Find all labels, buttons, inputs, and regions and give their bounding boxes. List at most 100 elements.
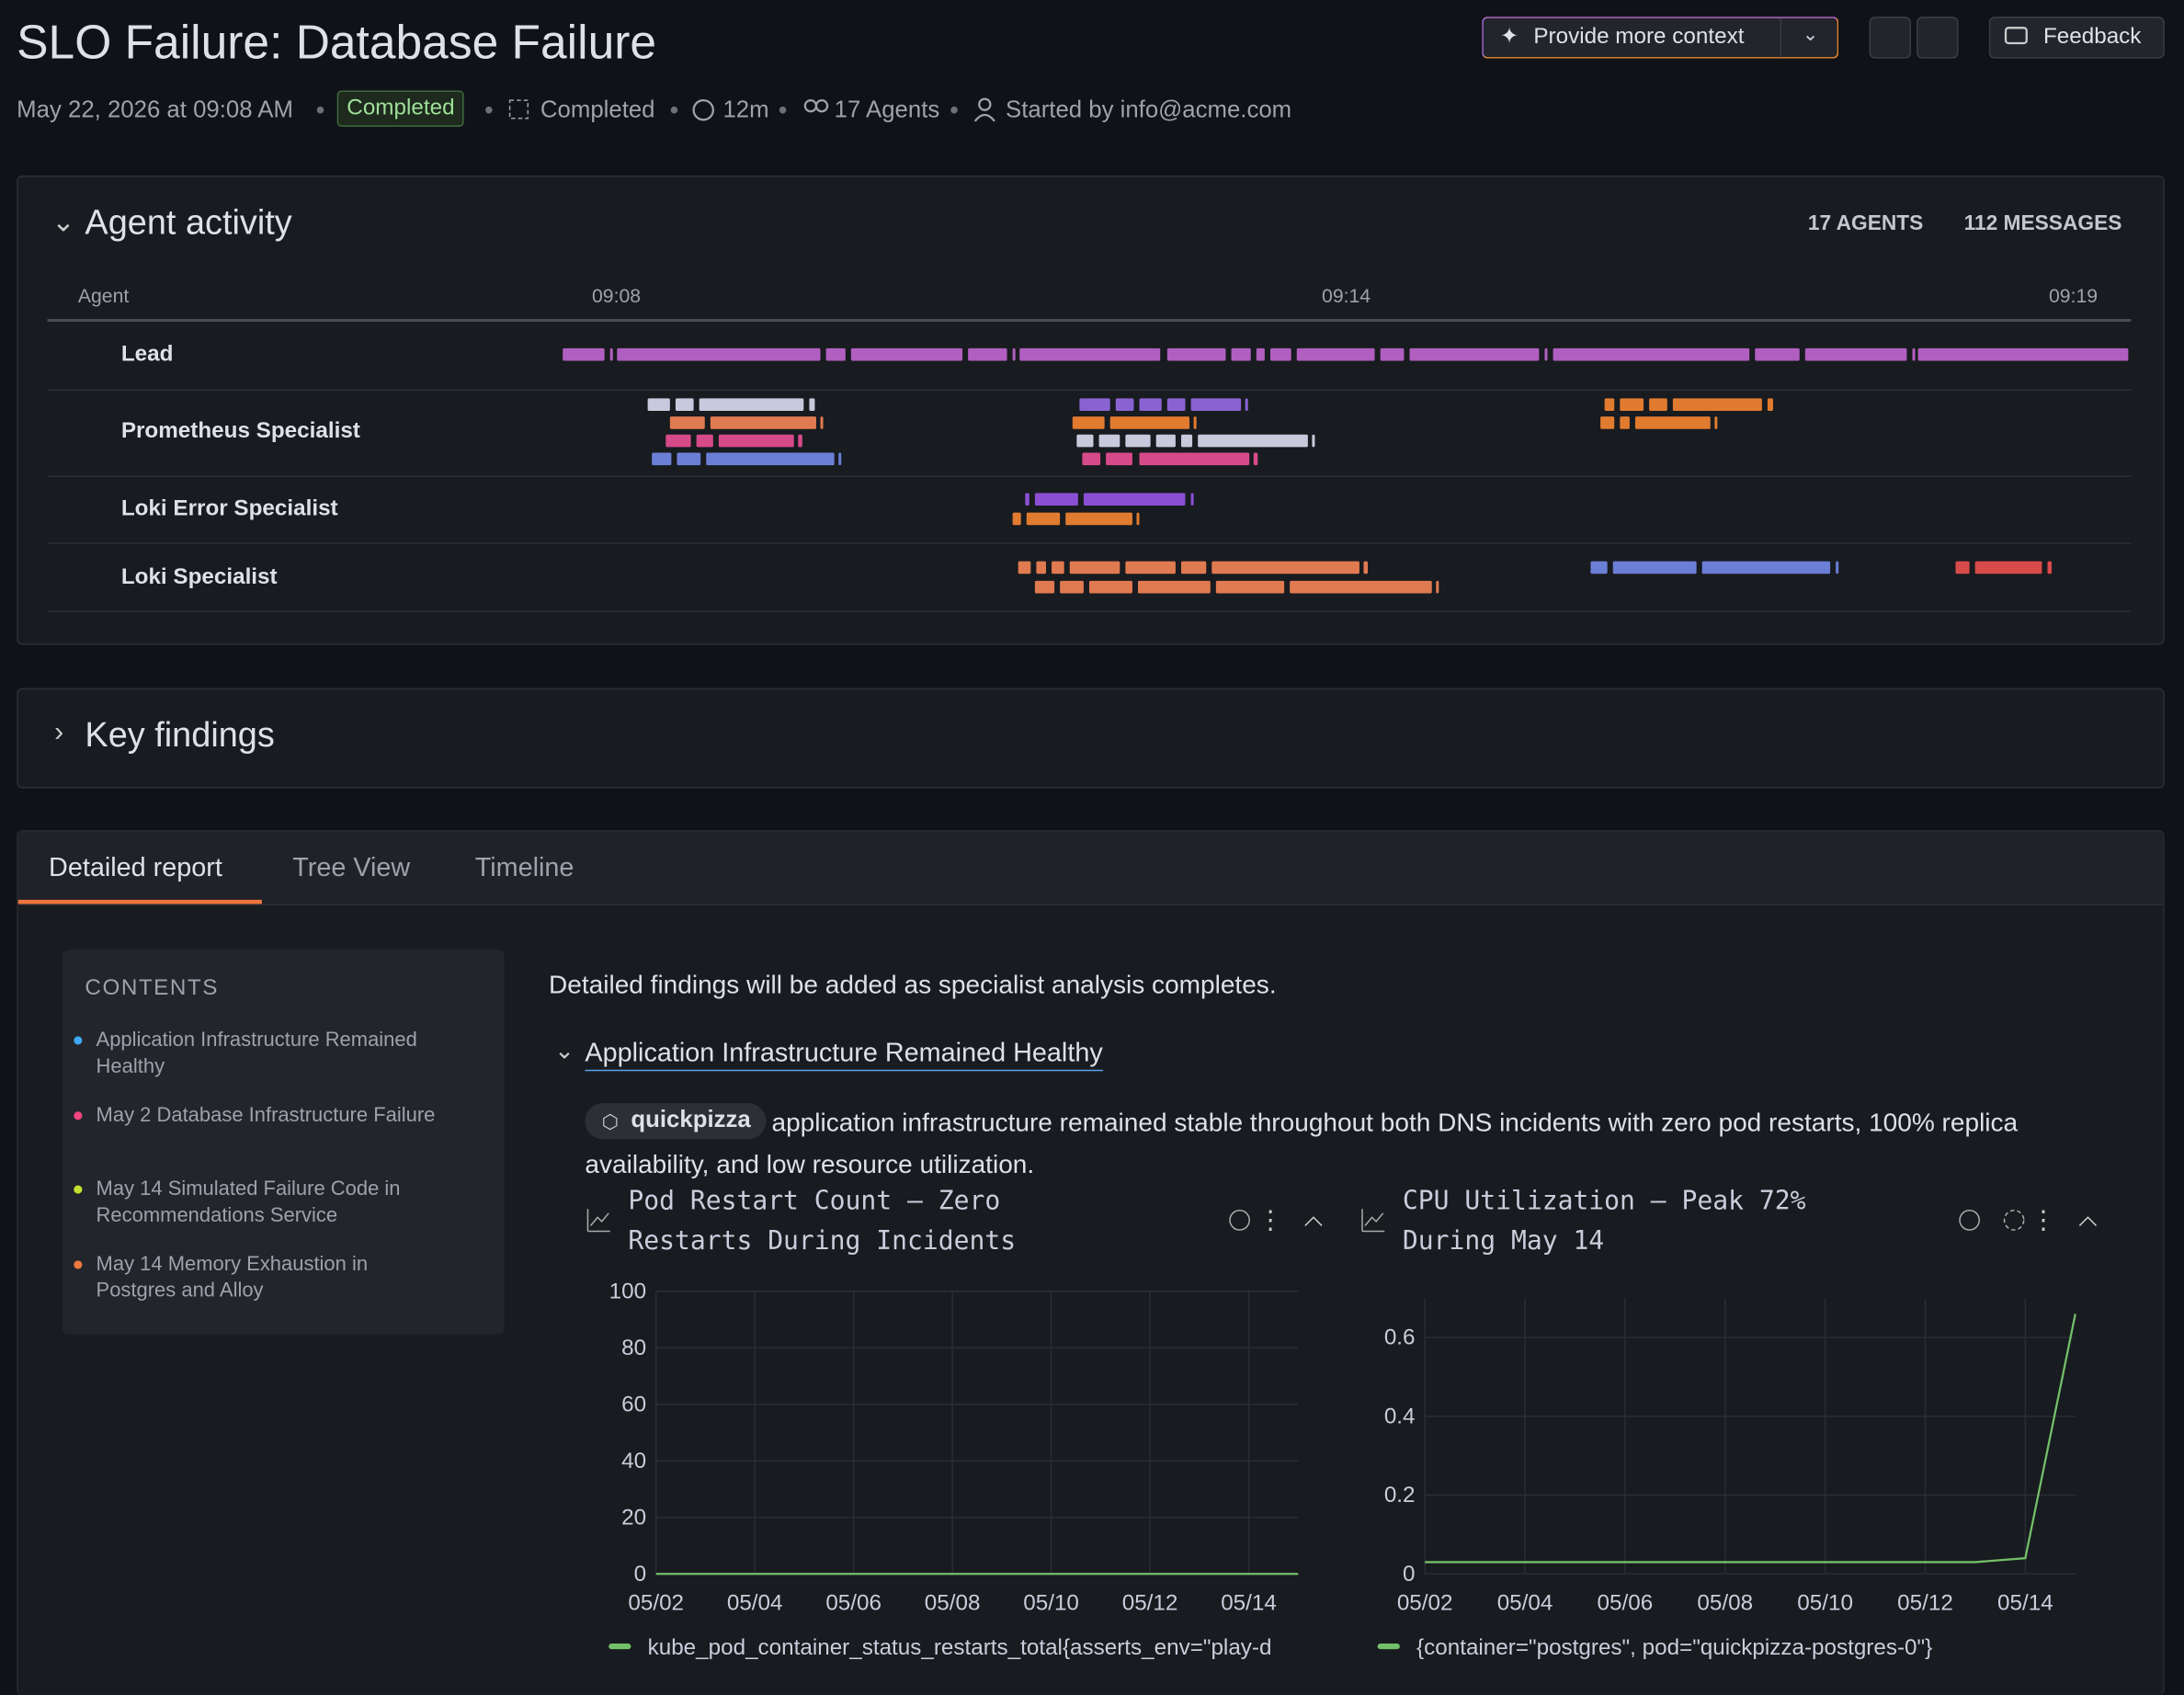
- activity-segment: [1590, 561, 1608, 574]
- activity-segment: [563, 347, 605, 361]
- x-tick-label: 05/12: [1897, 1591, 1953, 1616]
- y-tick-label: 100: [609, 1279, 646, 1303]
- x-tick-label: 05/12: [1122, 1591, 1178, 1616]
- panel-title[interactable]: Agent activity: [85, 203, 292, 243]
- duration: 12m: [722, 96, 769, 123]
- panel-title[interactable]: Key findings: [85, 715, 275, 756]
- activity-segment: [1600, 416, 1615, 429]
- activity-segment: [1079, 398, 1110, 412]
- activity-segment: [1190, 398, 1242, 412]
- collapse-icon[interactable]: [2078, 1216, 2098, 1226]
- activity-segment: [1180, 561, 1207, 574]
- collapse-icon[interactable]: [1304, 1216, 1323, 1226]
- menu-icon[interactable]: ⋮: [2030, 1205, 2055, 1234]
- activity-segment: [1180, 434, 1193, 448]
- activity-segment: [1139, 398, 1162, 412]
- activity-segment: [1019, 347, 1161, 361]
- activity-segment: [1231, 347, 1251, 361]
- activity-segment: [1634, 416, 1711, 429]
- chart-title: Pod Restart Count – Zero Restarts During …: [628, 1185, 1016, 1256]
- button-label: Provide more context: [1533, 25, 1745, 50]
- activity-segment: [1312, 434, 1315, 448]
- tab[interactable]: Timeline: [474, 853, 574, 883]
- activity-segment: [1363, 561, 1369, 574]
- x-tick-label: 05/04: [1497, 1591, 1553, 1616]
- collapse-icon[interactable]: ⌄: [51, 207, 75, 239]
- tag-icon: ⬡: [601, 1109, 620, 1132]
- x-tick-label: 05/10: [1797, 1591, 1853, 1616]
- segment-row: [1025, 493, 1194, 506]
- toc-item[interactable]: May 14 Memory Exhaustion in Postgres and…: [96, 1253, 369, 1303]
- activity-segment: [1714, 416, 1718, 429]
- y-tick-label: 0.4: [1384, 1404, 1416, 1428]
- activity-segment: [1245, 398, 1248, 412]
- page-title: SLO Failure: Database Failure: [17, 17, 657, 70]
- segment-row: [1076, 434, 1315, 448]
- tab-bar: [17, 831, 2164, 905]
- y-tick-label: 20: [621, 1505, 646, 1530]
- activity-segment: [1198, 434, 1308, 448]
- activity-segment: [1072, 416, 1105, 429]
- activity-segment: [665, 434, 691, 448]
- activity-segment: [675, 398, 694, 412]
- activity-segment: [1155, 434, 1176, 448]
- toc-item[interactable]: Application Infrastructure Remained Heal…: [96, 1029, 417, 1078]
- activity-segment: [1604, 398, 1615, 412]
- activity-segment: [1083, 493, 1186, 506]
- legend-label: kube_pod_container_status_restarts_total…: [648, 1635, 1272, 1660]
- y-tick-label: 0: [634, 1562, 646, 1587]
- chart-icon: [586, 1209, 610, 1233]
- segment-row: [1590, 561, 1839, 574]
- toc-item[interactable]: May 2 Database Infrastructure Failure: [96, 1104, 436, 1127]
- y-tick-label: 80: [621, 1336, 646, 1360]
- dropdown-icon[interactable]: ⌄: [1802, 22, 1819, 45]
- activity-segment: [1620, 416, 1630, 429]
- activity-segment: [1917, 347, 2129, 361]
- provide-context-button[interactable]: Provide more context ✦ ⌄: [1482, 17, 1839, 59]
- segment-row: [1955, 561, 2053, 574]
- activity-segment: [1804, 347, 1907, 361]
- section-title[interactable]: Application Infrastructure Remained Heal…: [585, 1039, 1103, 1072]
- agent-name: Lead: [120, 342, 174, 367]
- share-button[interactable]: [1917, 17, 1959, 59]
- key-findings-panel[interactable]: › Key findings: [17, 688, 2165, 789]
- x-tick-label: 05/04: [727, 1591, 783, 1616]
- tab[interactable]: Tree View: [292, 853, 411, 883]
- date: May 22, 2026 at 09:08 AM: [17, 96, 293, 123]
- activity-segment: [1166, 398, 1186, 412]
- activity-segment: [1136, 512, 1140, 526]
- activity-segment: [1755, 347, 1800, 361]
- activity-segment: [820, 416, 824, 429]
- activity-segment: [968, 347, 1007, 361]
- expand-icon[interactable]: ›: [54, 717, 64, 748]
- column-header: Agent: [77, 284, 130, 307]
- agent-name: Prometheus Specialist: [120, 419, 360, 443]
- copy-button[interactable]: [1869, 17, 1911, 59]
- sparkle-icon: ✦: [1499, 25, 1519, 50]
- activity-segment: [1253, 452, 1258, 466]
- x-tick-label: 05/06: [825, 1591, 882, 1616]
- segment-row: [1018, 561, 1369, 574]
- time-icon[interactable]: [1959, 1210, 1980, 1231]
- menu-icon[interactable]: ⋮: [1257, 1205, 1282, 1234]
- segment-row: [1034, 580, 1439, 594]
- time-icon[interactable]: [1229, 1210, 1250, 1231]
- activity-segment: [1025, 493, 1029, 506]
- activity-segment: [1544, 347, 1548, 361]
- report-panel: Detailed report Tree View Timeline CONTE…: [17, 830, 2165, 1695]
- segment-row: [563, 347, 2129, 361]
- activity-segment: [1290, 580, 1432, 594]
- collapse-icon[interactable]: ⌄: [554, 1037, 574, 1064]
- activity-segment: [1836, 561, 1839, 574]
- activity-segment: [1098, 434, 1120, 448]
- tab-active[interactable]: Detailed report: [49, 853, 222, 883]
- time-label: 09:08: [592, 284, 642, 307]
- segment-row: [1079, 398, 1248, 412]
- feedback-button[interactable]: Feedback: [1988, 17, 2165, 59]
- activity-segment: [809, 398, 815, 412]
- feedback-icon: [2004, 27, 2028, 45]
- activity-segment: [652, 452, 672, 466]
- segment-row: [652, 452, 842, 466]
- reset-icon[interactable]: [2003, 1210, 2025, 1231]
- toc-item[interactable]: May 14 Simulated Failure Code in Recomme…: [96, 1177, 401, 1227]
